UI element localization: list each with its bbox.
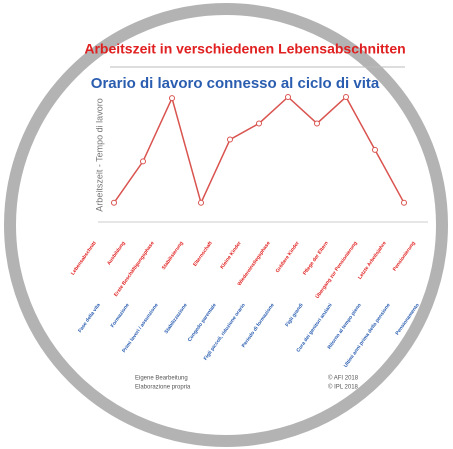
- point: [256, 120, 262, 127]
- point: [372, 146, 378, 153]
- point: [314, 120, 320, 127]
- point: [111, 199, 117, 206]
- chart-subtitle: Orario di lavoro connesso al ciclo di vi…: [91, 75, 380, 92]
- point: [343, 94, 349, 100]
- point: [401, 199, 407, 206]
- point: [198, 199, 204, 206]
- frame-ring: [4, 3, 448, 447]
- chart-title: Arbeitszeit in verschiedenen Lebensabsch…: [84, 41, 405, 57]
- y-axis-label: Arbeitszeit - Tempo di lavoro: [94, 98, 104, 211]
- point: [140, 158, 146, 165]
- footer-right: © IPL 2018: [328, 384, 359, 391]
- point: [227, 136, 233, 143]
- footer-right: © AFI 2018: [328, 375, 359, 382]
- footer-left: Eigene Bearbeitung: [135, 376, 188, 382]
- point: [285, 94, 291, 100]
- point: [169, 95, 175, 102]
- footer-left: Elaborazione propria: [135, 385, 191, 391]
